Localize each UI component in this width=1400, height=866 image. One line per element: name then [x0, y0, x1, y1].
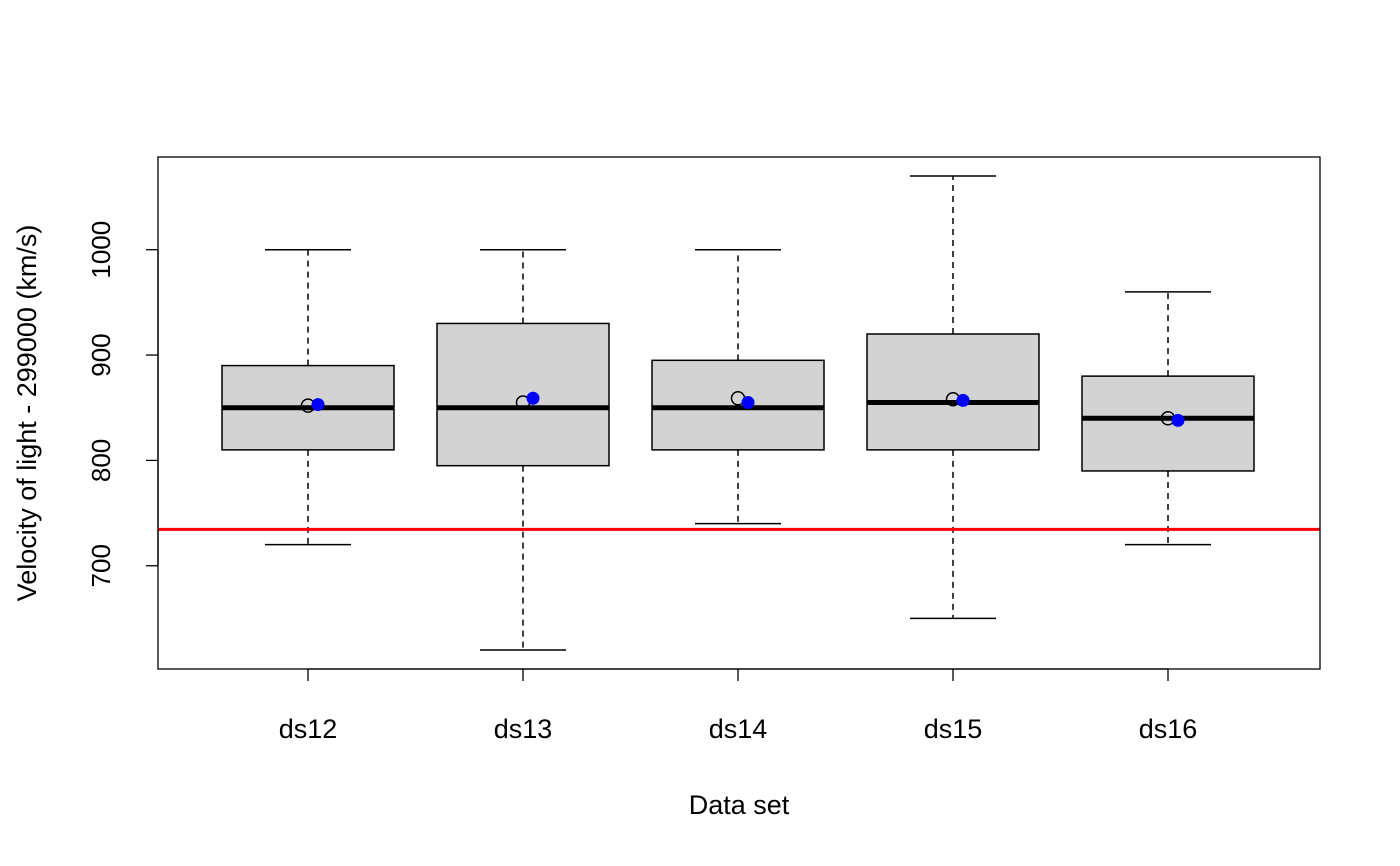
x-axis: ds12 ds13 ds14 ds15 ds16 — [279, 668, 1198, 744]
x-tick-label: ds13 — [494, 714, 553, 744]
mean-marker — [956, 393, 970, 407]
x-tick-label: ds16 — [1139, 714, 1198, 744]
y-tick-label: 800 — [86, 439, 116, 482]
y-axis-label: Velocity of light - 299000 (km/s) — [12, 225, 42, 602]
boxes-layer — [221, 175, 1255, 651]
y-tick-label: 900 — [86, 333, 116, 376]
box-ds12 — [221, 248, 395, 546]
mean-marker — [741, 395, 755, 409]
iqr-box — [436, 322, 610, 467]
mean-marker — [1171, 413, 1185, 427]
x-tick-label: ds12 — [279, 714, 338, 744]
iqr-box — [866, 333, 1040, 451]
x-tick-label: ds14 — [709, 714, 768, 744]
y-tick-label: 1000 — [86, 221, 116, 279]
box-ds14 — [651, 248, 825, 525]
box-ds15 — [866, 175, 1040, 620]
y-axis: 700 800 900 1000 — [86, 221, 159, 587]
box-ds16 — [1081, 291, 1255, 546]
y-tick-label: 700 — [86, 544, 116, 587]
iqr-box — [1081, 375, 1255, 472]
x-axis-label: Data set — [689, 790, 790, 820]
mean-marker — [526, 391, 540, 405]
x-tick-label: ds15 — [924, 714, 983, 744]
box-ds13 — [436, 248, 610, 651]
mean-marker — [311, 398, 325, 412]
